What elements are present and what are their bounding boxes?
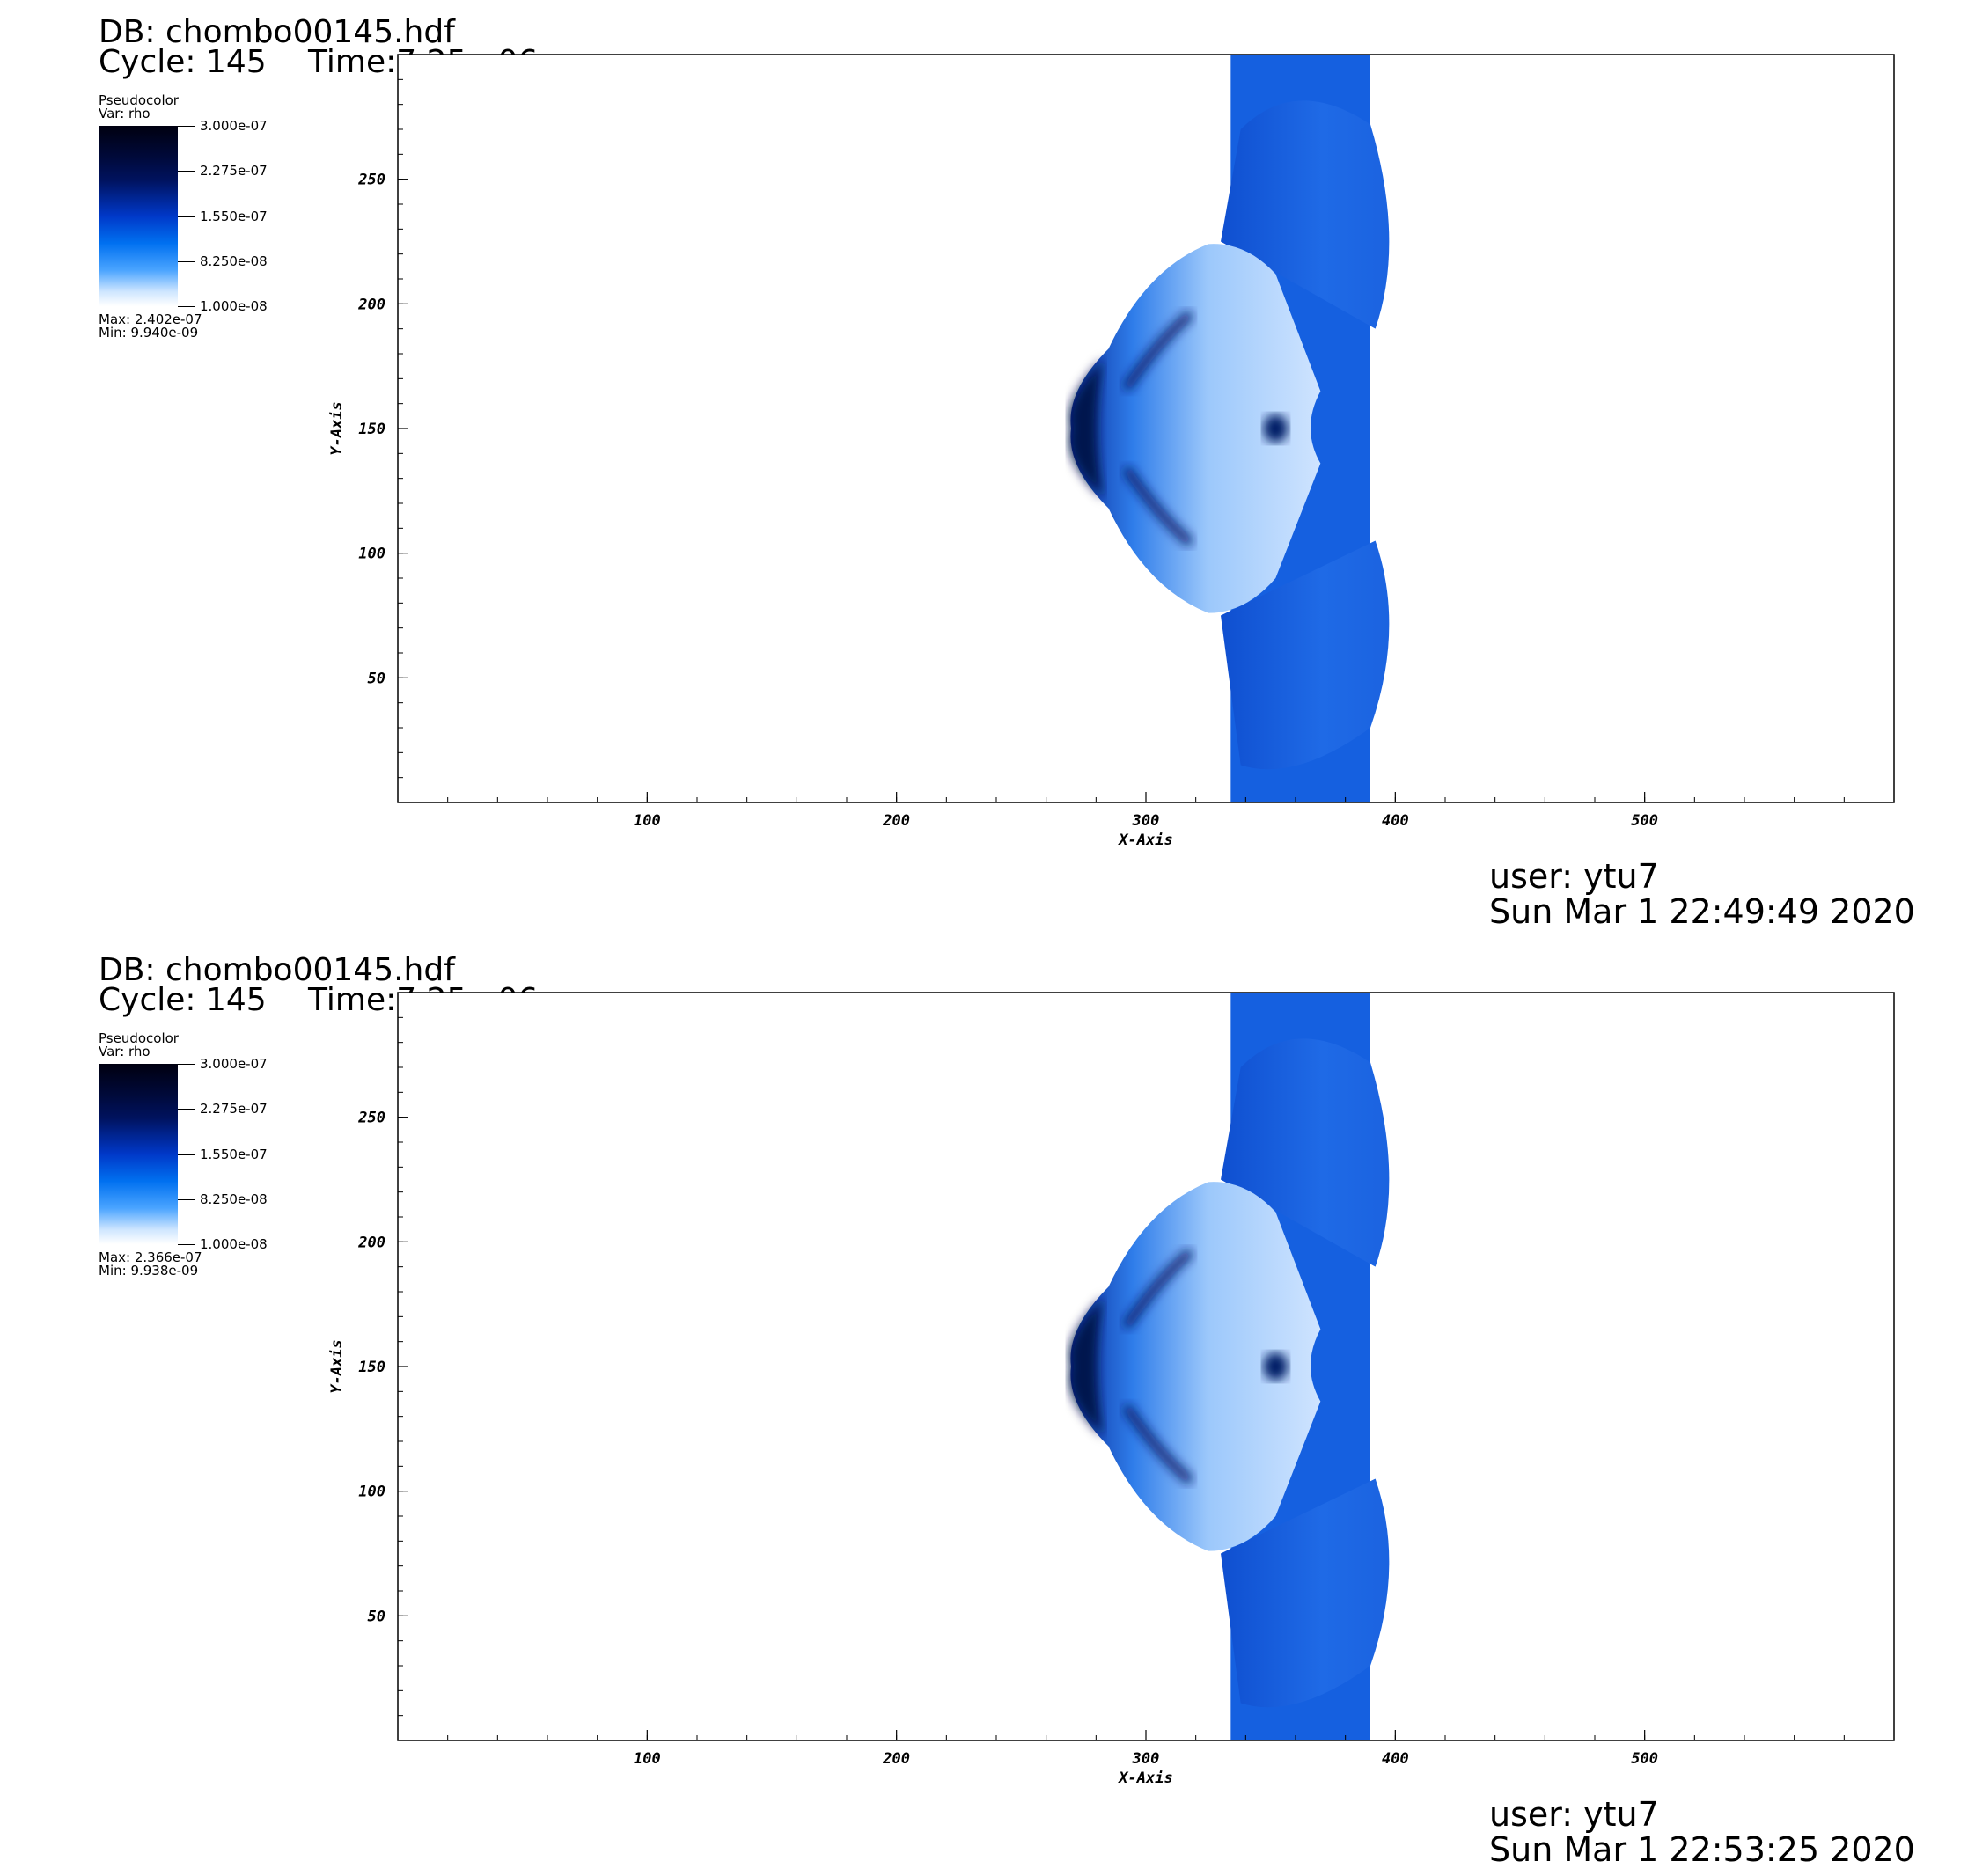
colorbar-tick bbox=[178, 306, 195, 307]
lower-shock-lobe bbox=[1221, 540, 1390, 770]
date-label: Sun Mar 1 22:53:25 2020 bbox=[1489, 1830, 1915, 1869]
legend-max: Max: 2.402e-07 bbox=[99, 311, 202, 327]
colorbar bbox=[99, 126, 178, 306]
x-tick-label: 300 bbox=[1132, 812, 1160, 830]
colorbar-tick bbox=[178, 1064, 195, 1065]
colorbar-tick-label: 1.000e-08 bbox=[200, 1236, 268, 1252]
visit-panel-1: DB: chombo00145.hdf Cycle: 145 Time:7.25… bbox=[99, 14, 1915, 931]
database-name: DB: chombo00145.hdf bbox=[99, 952, 455, 988]
legend-variable: Var: rho bbox=[99, 106, 151, 121]
x-tick-label: 500 bbox=[1631, 812, 1658, 830]
colorbar-tick-label: 1.550e-07 bbox=[200, 208, 268, 224]
colorbar-tick-label: 2.275e-07 bbox=[200, 1101, 268, 1118]
colorbar-tick bbox=[178, 171, 195, 172]
y-tick-label: 250 bbox=[357, 1110, 385, 1127]
x-tick-label: 200 bbox=[882, 1750, 910, 1768]
user-label: user: ytu7 bbox=[1489, 857, 1659, 896]
lower-filament bbox=[1122, 465, 1194, 547]
legend-min: Min: 9.940e-09 bbox=[99, 325, 199, 341]
density-field bbox=[1068, 55, 1390, 802]
lower-filament bbox=[1122, 1403, 1194, 1485]
bow-shock bbox=[1070, 1182, 1321, 1551]
y-tick-label: 100 bbox=[358, 1484, 385, 1501]
upper-filament bbox=[1122, 1248, 1194, 1330]
y-axis-title: Y-Axis bbox=[328, 401, 346, 455]
y-tick-label: 150 bbox=[358, 1359, 385, 1376]
upper-shock-lobe bbox=[1221, 1038, 1390, 1267]
x-tick-label: 300 bbox=[1132, 1750, 1160, 1768]
core-knot bbox=[1263, 414, 1289, 443]
colorbar-tick bbox=[178, 1198, 195, 1200]
colorbar-tick-label: 8.250e-08 bbox=[200, 1191, 268, 1207]
legend-title: Pseudocolor bbox=[99, 1030, 179, 1046]
visit-panel-2: DB: chombo00145.hdf Cycle: 145 Time:7.25… bbox=[0, 938, 1975, 1876]
cycle-label: Cycle: 145 bbox=[99, 982, 267, 1018]
bow-shock bbox=[1070, 244, 1321, 613]
colorbar-tick bbox=[178, 1109, 195, 1110]
legend-title: Pseudocolor bbox=[99, 92, 179, 108]
dense-front bbox=[1068, 358, 1104, 499]
x-tick-label: 200 bbox=[882, 812, 910, 830]
y-tick-label: 50 bbox=[368, 670, 385, 687]
lower-shock-lobe bbox=[1221, 1478, 1390, 1708]
x-axis-title: X-Axis bbox=[1117, 1770, 1172, 1787]
legend-variable: Var: rho bbox=[99, 1044, 151, 1059]
density-field bbox=[1068, 993, 1390, 1740]
cycle-label: Cycle: 145 bbox=[99, 44, 267, 80]
upper-filament bbox=[1122, 310, 1194, 392]
colorbar-tick-label: 1.000e-08 bbox=[200, 298, 268, 314]
colorbar-tick bbox=[178, 260, 195, 262]
date-label: Sun Mar 1 22:49:49 2020 bbox=[1489, 892, 1915, 931]
colorbar bbox=[99, 1064, 178, 1244]
colorbar-tick bbox=[178, 126, 195, 127]
legend-min: Min: 9.938e-09 bbox=[99, 1263, 199, 1279]
x-axis-title: X-Axis bbox=[1117, 832, 1172, 849]
pseudocolor-plot: 100 200 300 400 500 50 100 150 200 250 X-Axis Y-Axi… bbox=[328, 54, 1895, 849]
legend-max: Max: 2.366e-07 bbox=[99, 1249, 202, 1265]
y-tick-label: 50 bbox=[368, 1608, 385, 1625]
y-tick-label: 150 bbox=[358, 421, 385, 438]
database-name: DB: chombo00145.hdf bbox=[99, 14, 455, 50]
x-tick-label: 500 bbox=[1631, 1750, 1658, 1768]
colorbar-tick-label: 8.250e-08 bbox=[200, 253, 268, 269]
core-knot bbox=[1263, 1352, 1289, 1381]
y-tick-label: 200 bbox=[357, 1234, 385, 1251]
y-tick-label: 200 bbox=[357, 296, 385, 313]
colorbar-tick-label: 3.000e-07 bbox=[200, 118, 268, 134]
colorbar-tick bbox=[178, 1244, 195, 1245]
colorbar-tick bbox=[178, 216, 195, 217]
x-tick-label: 400 bbox=[1382, 812, 1409, 830]
y-tick-label: 250 bbox=[357, 172, 385, 189]
pseudocolor-plot: 100 200 300 400 500 50 100 150 200 250 X-Axis Y-Axi… bbox=[328, 992, 1895, 1787]
y-tick-label: 100 bbox=[358, 546, 385, 563]
x-tick-label: 100 bbox=[634, 1750, 661, 1768]
colorbar-tick-label: 3.000e-07 bbox=[200, 1056, 268, 1072]
upper-shock-lobe bbox=[1221, 100, 1390, 329]
x-tick-label: 100 bbox=[634, 812, 661, 830]
y-axis-title: Y-Axis bbox=[328, 1339, 346, 1393]
colorbar-tick-label: 1.550e-07 bbox=[200, 1146, 268, 1162]
x-tick-label: 400 bbox=[1382, 1750, 1409, 1768]
colorbar-tick bbox=[178, 1154, 195, 1155]
user-label: user: ytu7 bbox=[1489, 1795, 1659, 1834]
colorbar-tick-label: 2.275e-07 bbox=[200, 163, 268, 180]
dense-front bbox=[1068, 1296, 1104, 1437]
